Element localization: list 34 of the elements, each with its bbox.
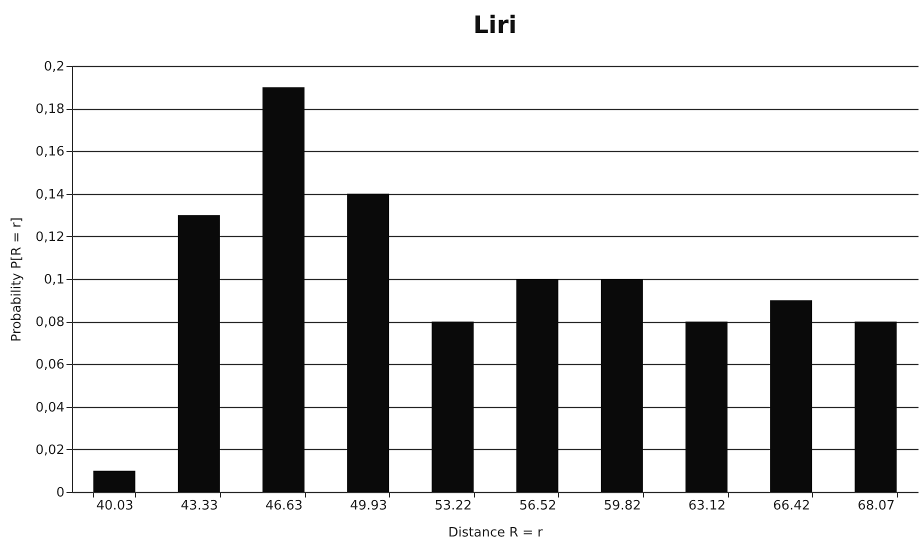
x-tick-label: 43.33 (180, 498, 218, 514)
bar (686, 322, 728, 492)
x-tick-label: 49.93 (350, 498, 388, 514)
y-tick-label: 0,02 (36, 442, 64, 458)
bar (854, 322, 897, 492)
y-tick-label: 0,1 (44, 272, 64, 288)
y-axis-title: Probability P[R = r] (10, 217, 25, 342)
bar (347, 194, 390, 492)
x-tick-label: 53.22 (434, 498, 472, 514)
y-tick-label: 0,14 (36, 187, 64, 202)
x-tick-label: 66.42 (772, 498, 810, 514)
chart-title: Liri (473, 11, 517, 39)
x-tick-label: 46.63 (265, 498, 303, 514)
y-tick-label: 0,04 (36, 400, 64, 416)
bar (600, 279, 643, 492)
x-tick-label: 63.12 (688, 498, 726, 514)
y-tick-label: 0,06 (36, 358, 64, 373)
y-tick-label: 0,08 (36, 315, 64, 330)
bar (93, 470, 136, 492)
bar (262, 87, 304, 492)
y-tick-label: 0,2 (44, 60, 64, 74)
x-tick-label: 40.03 (96, 498, 134, 514)
y-tick-label: 0,12 (36, 230, 64, 245)
x-tick-label: 68.07 (858, 498, 895, 514)
bar (432, 322, 474, 492)
y-tick-label: 0,18 (36, 102, 64, 118)
x-tick-label: 56.52 (519, 498, 556, 514)
x-axis-title: Distance R = r (448, 526, 544, 540)
bar (516, 279, 558, 492)
bar (178, 215, 220, 492)
bar (770, 300, 812, 492)
y-tick-label: 0 (56, 486, 64, 500)
y-tick-label: 0,16 (36, 144, 64, 160)
x-tick-label: 59.82 (604, 498, 642, 514)
